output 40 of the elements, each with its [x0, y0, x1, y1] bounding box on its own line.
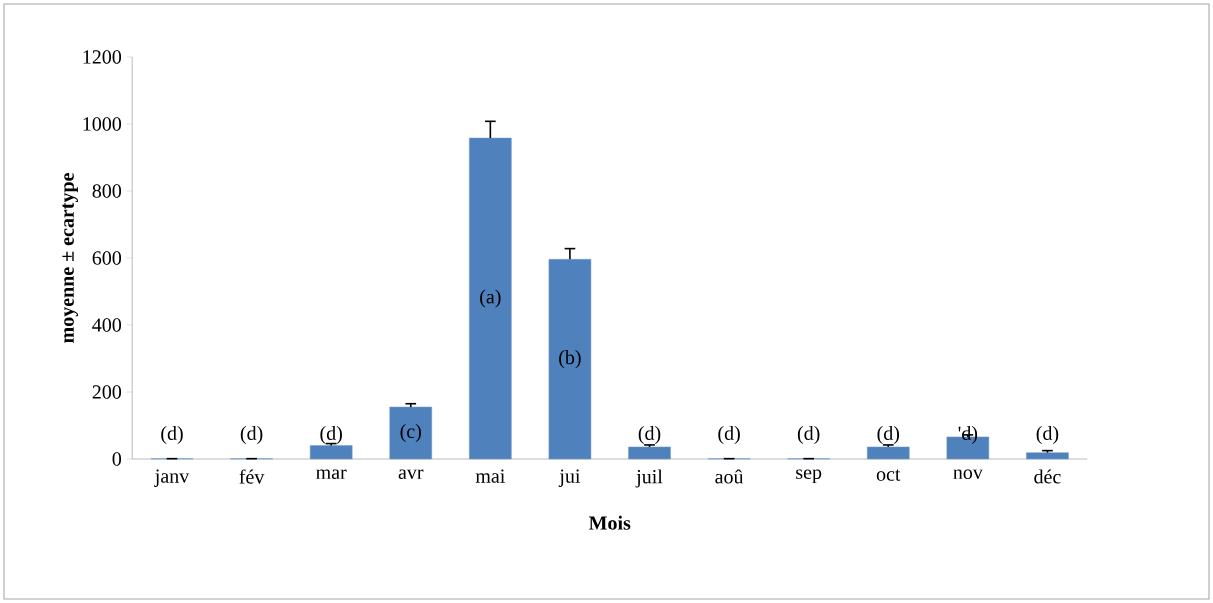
annotation: (d) [320, 425, 342, 445]
bar [1026, 452, 1069, 460]
x-tick-label: mai [475, 469, 505, 483]
x-tick-label: juil [635, 469, 663, 488]
bar [628, 446, 671, 460]
y-tick-label: 600 [92, 251, 122, 265]
y-tick-label: 1000 [83, 117, 122, 131]
bar [866, 446, 910, 460]
x-tick-label: aoû [715, 469, 744, 484]
x-tick-label: nov [953, 469, 983, 480]
annotation: (d) [638, 425, 661, 445]
bar [309, 445, 353, 460]
annotation: (d) [797, 425, 820, 445]
bar [548, 259, 592, 460]
y-tick-label: 800 [92, 184, 122, 198]
x-tick-label: mar [316, 469, 347, 480]
bar [389, 406, 433, 460]
y-axis-title: moyenne ± ecartype [62, 173, 78, 343]
annotation: (d) [161, 425, 183, 445]
annotation: 'd) [958, 425, 978, 445]
annotation: (d) [1036, 425, 1059, 445]
annotation: (c) [400, 423, 421, 443]
bar [469, 137, 512, 460]
x-tick-label: avr [398, 469, 424, 480]
x-axis-title: Mois [588, 515, 631, 530]
y-tick-label: 0 [112, 452, 122, 466]
y-tick-label: 1200 [83, 50, 122, 64]
x-tick-label: déc [1034, 469, 1061, 484]
x-tick-label: fév [239, 469, 265, 484]
annotation: (d) [718, 425, 740, 445]
annotation: (b) [559, 350, 581, 369]
y-tick-label: 400 [92, 318, 122, 332]
annotation: (d) [240, 425, 263, 445]
y-tick-label: 200 [92, 385, 122, 399]
annotation: (d) [877, 425, 900, 445]
x-tick-label: jui [558, 469, 581, 487]
x-tick-label: sep [796, 469, 822, 484]
x-tick-label: oct [876, 469, 901, 481]
annotation: (a) [480, 289, 501, 308]
x-tick-label: janv [154, 469, 190, 487]
